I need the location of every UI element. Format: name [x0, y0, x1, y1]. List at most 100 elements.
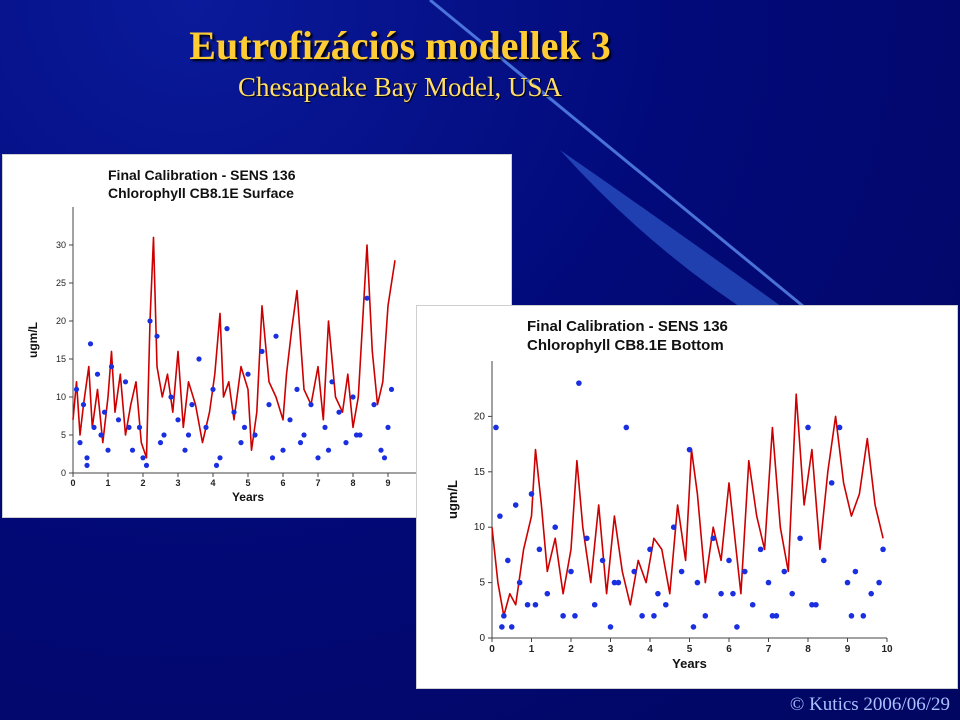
observed-point — [269, 455, 276, 461]
observed-point — [730, 590, 736, 597]
observed-point — [828, 480, 835, 486]
observed-point — [789, 590, 795, 597]
observed-point — [536, 546, 543, 553]
x-tick-label: 3 — [608, 644, 614, 655]
observed-point — [294, 386, 300, 392]
observed-point — [836, 424, 843, 431]
observed-point — [844, 579, 851, 586]
observed-point — [273, 333, 279, 339]
observed-point — [686, 446, 693, 453]
observed-point — [868, 590, 874, 597]
observed-point — [880, 546, 886, 553]
x-tick-label: 5 — [687, 644, 693, 655]
observed-point — [805, 424, 811, 431]
x-tick-label: 9 — [385, 478, 390, 488]
observed-point — [126, 424, 132, 430]
observed-point — [350, 394, 356, 400]
observed-point — [852, 568, 859, 575]
observed-point — [493, 424, 499, 431]
observed-point — [161, 432, 167, 438]
observed-point — [769, 613, 776, 619]
observed-point — [364, 295, 370, 301]
y-tick-label: 5 — [479, 578, 485, 589]
observed-point — [388, 386, 395, 392]
y-axis-label: ugm/L — [26, 322, 40, 358]
observed-point — [308, 402, 314, 408]
observed-point — [876, 579, 882, 586]
x-tick-label: 7 — [315, 478, 320, 488]
observed-point — [91, 424, 97, 430]
observed-point — [797, 535, 803, 542]
x-tick-label: 4 — [210, 478, 215, 488]
observed-point — [84, 455, 90, 461]
observed-point — [572, 613, 578, 619]
x-tick-label: 3 — [175, 478, 180, 488]
observed-point — [87, 341, 94, 347]
observed-point — [497, 513, 503, 519]
x-tick-label: 8 — [805, 644, 811, 655]
y-tick-label: 0 — [61, 468, 66, 478]
observed-point — [591, 601, 598, 608]
y-tick-label: 30 — [56, 240, 66, 250]
y-tick-label: 25 — [56, 278, 66, 288]
observed-point — [203, 424, 209, 430]
observed-point — [154, 333, 160, 339]
observed-point — [631, 568, 637, 575]
observed-point — [231, 409, 237, 415]
x-tick-label: 0 — [489, 644, 495, 655]
observed-point — [499, 624, 505, 630]
observed-point — [210, 386, 216, 392]
observed-point — [651, 613, 657, 619]
x-tick-label: 2 — [568, 644, 574, 655]
observed-point — [157, 440, 164, 446]
observed-point — [663, 601, 669, 608]
observed-point — [670, 524, 677, 530]
observed-point — [241, 424, 248, 430]
observed-point — [848, 613, 855, 619]
observed-point — [773, 613, 780, 619]
observed-point — [512, 502, 519, 508]
observed-point — [599, 557, 606, 564]
observed-point — [315, 455, 321, 461]
observed-point — [611, 579, 618, 586]
observed-point — [615, 579, 622, 586]
observed-point — [80, 402, 87, 408]
model-series-line — [72, 236, 396, 459]
observed-point — [639, 613, 645, 619]
chart-subtitle: Chlorophyll CB8.1E Bottom — [527, 337, 724, 354]
observed-point — [623, 424, 630, 431]
observed-point — [108, 364, 115, 370]
observed-point — [516, 579, 523, 586]
observed-point — [528, 491, 535, 497]
observed-point — [353, 432, 360, 438]
x-tick-label: 7 — [766, 644, 772, 655]
observed-point — [655, 590, 661, 597]
observed-point — [749, 601, 756, 608]
observed-point — [560, 613, 566, 619]
observed-point — [647, 546, 653, 553]
observed-point — [98, 432, 104, 438]
observed-point — [143, 462, 150, 468]
observed-point — [287, 417, 293, 423]
observed-point — [381, 455, 388, 461]
y-axis-label: ugm/L — [445, 480, 460, 519]
observed-point — [343, 440, 349, 446]
x-tick-label: 2 — [140, 478, 145, 488]
y-tick-label: 10 — [474, 522, 486, 533]
observed-point — [185, 432, 192, 438]
observed-point — [544, 590, 551, 597]
footer-copyright: © Kutics 2006/06/29 — [789, 694, 950, 715]
observed-point — [371, 402, 377, 408]
observed-point — [726, 557, 732, 564]
observed-point — [168, 394, 174, 400]
y-tick-label: 15 — [474, 467, 486, 478]
x-tick-label: 6 — [280, 478, 285, 488]
x-tick-label: 1 — [105, 478, 110, 488]
observed-point — [765, 579, 772, 586]
x-tick-label: 10 — [881, 644, 893, 655]
observed-point — [718, 590, 724, 597]
observed-point — [809, 601, 815, 608]
observed-point — [280, 447, 286, 453]
x-tick-label: 6 — [726, 644, 732, 655]
